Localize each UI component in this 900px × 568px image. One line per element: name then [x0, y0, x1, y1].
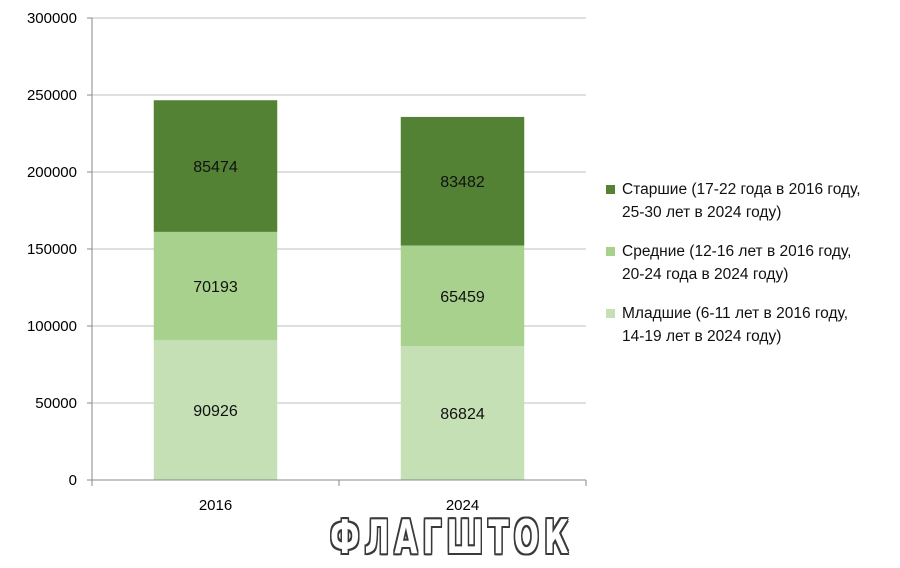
legend-text-older-line2: 25-30 лет в 2024 году): [622, 204, 782, 221]
legend-item-middle: Средние (12-16 лет в 2016 году, 20-24 го…: [606, 240, 896, 286]
y-axis-ticks: 0 50000 100000 150000 200000 250000 300000: [27, 10, 92, 489]
bar-value-label-2016-series-2: 85474: [193, 159, 238, 176]
bar-2016-series-1: [153, 231, 278, 340]
legend-swatch-older: [606, 185, 615, 194]
bars: [153, 100, 525, 480]
legend-text-younger-line2: 14-19 лет в 2024 году): [622, 328, 782, 345]
bar-value-label-2016-series-0: 90926: [193, 403, 238, 420]
bar-value-label-2024-series-2: 83482: [440, 174, 485, 191]
legend: Старшие (17-22 года в 2016 году, 25-30 л…: [606, 178, 896, 364]
legend-swatch-middle: [606, 247, 615, 256]
y-tick-label-6: 300000: [27, 10, 77, 27]
legend-text-middle-line1: Средние (12-16 лет в 2016 году,: [622, 243, 852, 260]
y-tick-label-2: 100000: [27, 318, 77, 335]
x-tick-label-2024: 2024: [446, 497, 479, 514]
bar-2024-series-0: [400, 346, 525, 480]
bar-2016-series-2: [153, 100, 278, 232]
y-tick-label-4: 200000: [27, 164, 77, 181]
y-tick-label-3: 150000: [27, 241, 77, 258]
bar-value-label-2016-series-1: 70193: [193, 279, 238, 296]
bar-value-label-2024-series-0: 86824: [440, 406, 485, 423]
bar-value-label-2024-series-1: 65459: [440, 289, 485, 306]
legend-text-middle-line2: 20-24 года в 2024 году): [622, 266, 789, 283]
legend-item-older: Старшие (17-22 года в 2016 году, 25-30 л…: [606, 178, 896, 224]
x-tick-label-2016: 2016: [199, 497, 232, 514]
watermark-logo: ФЛАГШТОК: [330, 510, 574, 564]
x-axis: 2016 2024: [91, 18, 587, 514]
bar-2024-series-2: [400, 116, 525, 246]
legend-item-younger: Младшие (6-11 лет в 2016 году, 14-19 лет…: [606, 302, 896, 348]
y-tick-label-5: 250000: [27, 87, 77, 104]
legend-swatch-younger: [606, 309, 615, 318]
y-tick-label-0: 0: [69, 472, 77, 489]
legend-text-younger-line1: Младшие (6-11 лет в 2016 году,: [622, 305, 849, 322]
bar-value-labels: 90926 70193 85474 86824 65459 83482: [193, 159, 485, 423]
bar-2024-series-1: [400, 245, 525, 347]
y-tick-label-1: 50000: [35, 395, 77, 412]
bar-2016-series-0: [153, 339, 278, 480]
legend-text-older-line1: Старшие (17-22 года в 2016 году,: [622, 181, 861, 198]
